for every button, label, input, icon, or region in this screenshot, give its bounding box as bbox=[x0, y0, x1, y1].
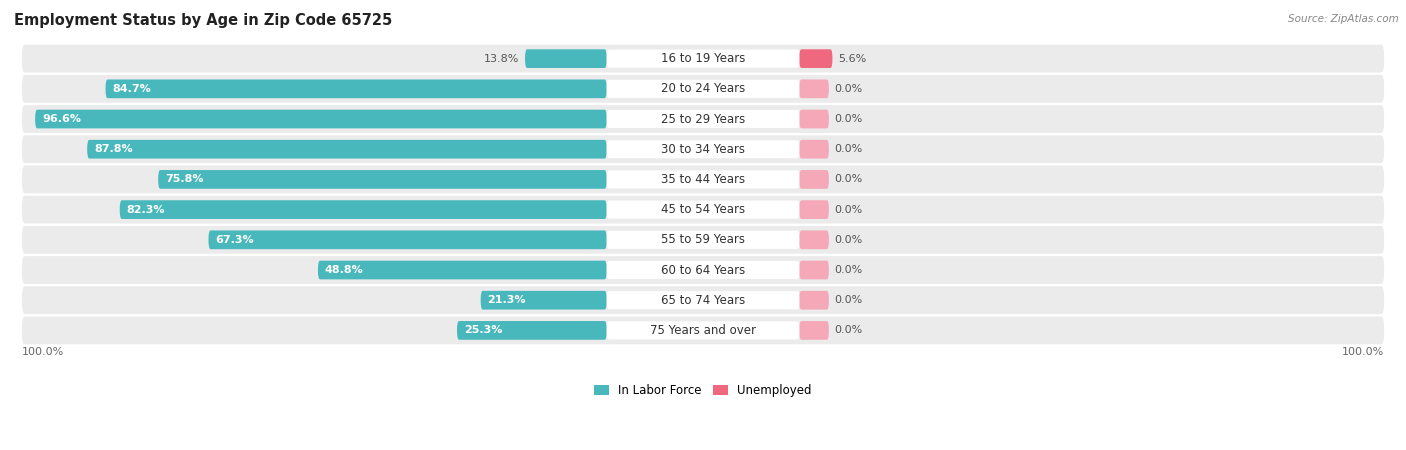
Text: 100.0%: 100.0% bbox=[1341, 347, 1384, 357]
Text: 0.0%: 0.0% bbox=[834, 175, 863, 184]
FancyBboxPatch shape bbox=[22, 135, 1384, 163]
FancyBboxPatch shape bbox=[606, 50, 800, 68]
Text: 5.6%: 5.6% bbox=[838, 54, 866, 63]
Text: 84.7%: 84.7% bbox=[112, 84, 152, 94]
FancyBboxPatch shape bbox=[35, 110, 606, 128]
FancyBboxPatch shape bbox=[606, 291, 800, 309]
FancyBboxPatch shape bbox=[606, 110, 800, 128]
FancyBboxPatch shape bbox=[318, 261, 606, 279]
FancyBboxPatch shape bbox=[606, 201, 800, 219]
Text: 13.8%: 13.8% bbox=[484, 54, 520, 63]
FancyBboxPatch shape bbox=[159, 170, 606, 189]
Text: 75.8%: 75.8% bbox=[165, 175, 204, 184]
Text: 21.3%: 21.3% bbox=[488, 295, 526, 305]
FancyBboxPatch shape bbox=[208, 230, 606, 249]
Text: 65 to 74 Years: 65 to 74 Years bbox=[661, 294, 745, 307]
FancyBboxPatch shape bbox=[800, 140, 830, 158]
Text: 0.0%: 0.0% bbox=[834, 144, 863, 154]
FancyBboxPatch shape bbox=[22, 316, 1384, 344]
Text: 0.0%: 0.0% bbox=[834, 235, 863, 245]
FancyBboxPatch shape bbox=[800, 80, 830, 98]
Text: 0.0%: 0.0% bbox=[834, 114, 863, 124]
FancyBboxPatch shape bbox=[105, 80, 606, 98]
FancyBboxPatch shape bbox=[606, 231, 800, 249]
FancyBboxPatch shape bbox=[22, 196, 1384, 224]
Text: 82.3%: 82.3% bbox=[127, 205, 165, 215]
FancyBboxPatch shape bbox=[22, 226, 1384, 254]
Text: 0.0%: 0.0% bbox=[834, 205, 863, 215]
Text: 67.3%: 67.3% bbox=[215, 235, 254, 245]
Text: 0.0%: 0.0% bbox=[834, 84, 863, 94]
FancyBboxPatch shape bbox=[800, 110, 830, 128]
Text: 25.3%: 25.3% bbox=[464, 325, 502, 335]
FancyBboxPatch shape bbox=[120, 200, 606, 219]
FancyBboxPatch shape bbox=[457, 321, 606, 340]
Text: 87.8%: 87.8% bbox=[94, 144, 132, 154]
FancyBboxPatch shape bbox=[800, 230, 830, 249]
Text: 30 to 34 Years: 30 to 34 Years bbox=[661, 143, 745, 156]
Text: 100.0%: 100.0% bbox=[22, 347, 65, 357]
Text: 35 to 44 Years: 35 to 44 Years bbox=[661, 173, 745, 186]
FancyBboxPatch shape bbox=[606, 140, 800, 158]
Text: 55 to 59 Years: 55 to 59 Years bbox=[661, 233, 745, 246]
Text: 96.6%: 96.6% bbox=[42, 114, 82, 124]
FancyBboxPatch shape bbox=[800, 170, 830, 189]
Text: Source: ZipAtlas.com: Source: ZipAtlas.com bbox=[1288, 14, 1399, 23]
FancyBboxPatch shape bbox=[606, 261, 800, 279]
Text: 25 to 29 Years: 25 to 29 Years bbox=[661, 112, 745, 126]
FancyBboxPatch shape bbox=[800, 200, 830, 219]
FancyBboxPatch shape bbox=[22, 45, 1384, 72]
FancyBboxPatch shape bbox=[606, 171, 800, 189]
Text: 45 to 54 Years: 45 to 54 Years bbox=[661, 203, 745, 216]
FancyBboxPatch shape bbox=[800, 261, 830, 279]
Text: 48.8%: 48.8% bbox=[325, 265, 364, 275]
FancyBboxPatch shape bbox=[22, 105, 1384, 133]
Text: 0.0%: 0.0% bbox=[834, 265, 863, 275]
FancyBboxPatch shape bbox=[800, 50, 832, 68]
FancyBboxPatch shape bbox=[524, 50, 606, 68]
FancyBboxPatch shape bbox=[22, 166, 1384, 194]
Text: 20 to 24 Years: 20 to 24 Years bbox=[661, 82, 745, 95]
Text: 75 Years and over: 75 Years and over bbox=[650, 324, 756, 337]
Text: 60 to 64 Years: 60 to 64 Years bbox=[661, 264, 745, 276]
FancyBboxPatch shape bbox=[606, 80, 800, 98]
FancyBboxPatch shape bbox=[800, 321, 830, 340]
FancyBboxPatch shape bbox=[22, 75, 1384, 103]
FancyBboxPatch shape bbox=[22, 256, 1384, 284]
Text: Employment Status by Age in Zip Code 65725: Employment Status by Age in Zip Code 657… bbox=[14, 14, 392, 28]
FancyBboxPatch shape bbox=[800, 291, 830, 310]
Legend: In Labor Force, Unemployed: In Labor Force, Unemployed bbox=[589, 380, 817, 402]
FancyBboxPatch shape bbox=[481, 291, 606, 310]
FancyBboxPatch shape bbox=[606, 321, 800, 339]
FancyBboxPatch shape bbox=[22, 286, 1384, 314]
FancyBboxPatch shape bbox=[87, 140, 606, 158]
Text: 16 to 19 Years: 16 to 19 Years bbox=[661, 52, 745, 65]
Text: 0.0%: 0.0% bbox=[834, 325, 863, 335]
Text: 0.0%: 0.0% bbox=[834, 295, 863, 305]
